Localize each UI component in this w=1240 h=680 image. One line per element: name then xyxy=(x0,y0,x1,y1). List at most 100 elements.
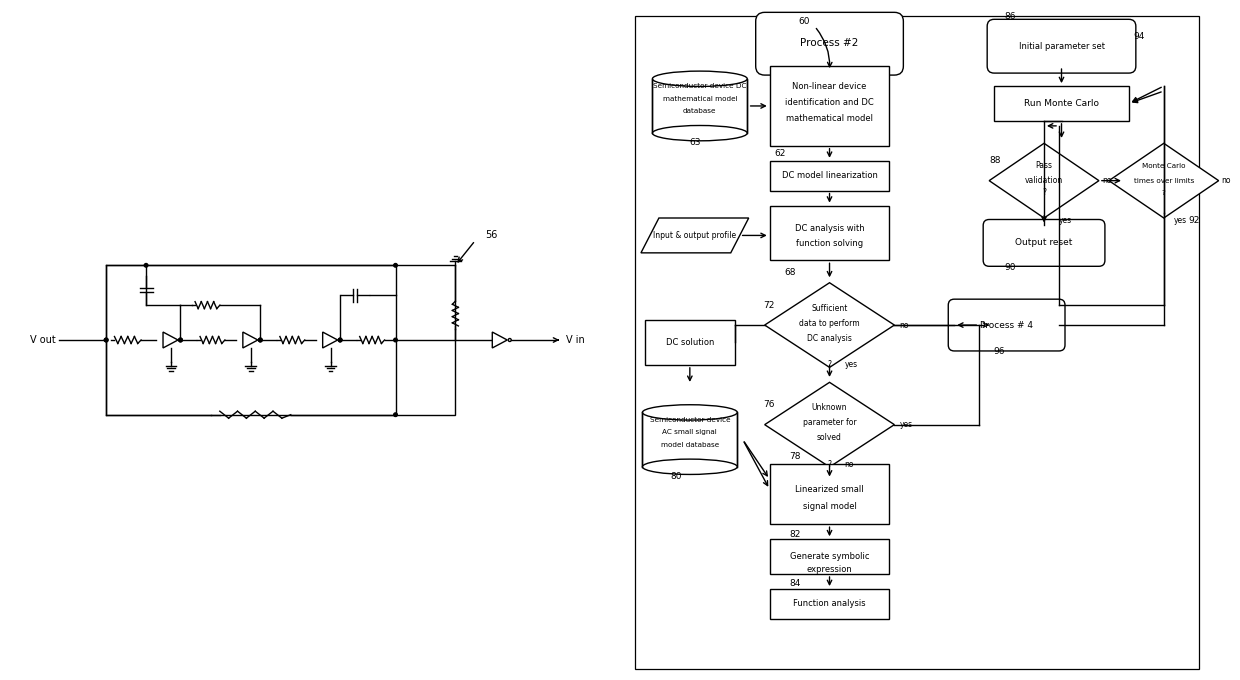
Text: Linearized small: Linearized small xyxy=(795,485,864,494)
Text: 60: 60 xyxy=(799,17,810,26)
Circle shape xyxy=(394,338,397,342)
Text: mathematical model: mathematical model xyxy=(786,114,873,123)
Circle shape xyxy=(179,339,182,341)
Text: signal model: signal model xyxy=(802,502,857,511)
Text: Non-linear device: Non-linear device xyxy=(792,82,867,90)
FancyBboxPatch shape xyxy=(107,265,455,415)
Text: 76: 76 xyxy=(763,401,775,409)
Text: Generate symbolic: Generate symbolic xyxy=(790,552,869,561)
Text: model database: model database xyxy=(661,441,719,447)
Text: 82: 82 xyxy=(790,530,801,539)
FancyBboxPatch shape xyxy=(983,220,1105,267)
Text: Pass: Pass xyxy=(1035,161,1053,170)
Text: 88: 88 xyxy=(990,156,1001,165)
Text: 56: 56 xyxy=(485,231,497,241)
Text: 68: 68 xyxy=(785,268,796,277)
Text: DC analysis with: DC analysis with xyxy=(795,224,864,233)
Polygon shape xyxy=(765,283,894,367)
Text: no: no xyxy=(1102,176,1111,185)
Text: Monte Carlo: Monte Carlo xyxy=(1142,163,1185,169)
Text: 72: 72 xyxy=(764,301,775,309)
Text: DC solution: DC solution xyxy=(666,338,714,347)
Text: data to perform: data to perform xyxy=(800,318,859,328)
Polygon shape xyxy=(322,332,337,348)
Text: 63: 63 xyxy=(689,138,702,148)
Circle shape xyxy=(258,338,262,342)
Text: Semiconductor device DC: Semiconductor device DC xyxy=(653,83,746,89)
Circle shape xyxy=(339,339,342,341)
Circle shape xyxy=(104,338,108,342)
Ellipse shape xyxy=(642,459,738,475)
FancyBboxPatch shape xyxy=(770,66,889,146)
FancyBboxPatch shape xyxy=(770,464,889,524)
FancyBboxPatch shape xyxy=(770,589,889,619)
Text: 62: 62 xyxy=(775,150,786,158)
Text: Function analysis: Function analysis xyxy=(794,599,866,609)
Ellipse shape xyxy=(652,126,748,141)
Text: solved: solved xyxy=(817,433,842,442)
Text: 86: 86 xyxy=(1004,12,1016,21)
FancyBboxPatch shape xyxy=(770,539,889,574)
Text: no: no xyxy=(844,460,854,469)
Ellipse shape xyxy=(652,71,748,86)
Circle shape xyxy=(144,264,148,267)
Ellipse shape xyxy=(642,405,738,420)
Circle shape xyxy=(179,338,182,342)
FancyBboxPatch shape xyxy=(770,205,889,260)
FancyBboxPatch shape xyxy=(770,160,889,190)
Text: Sufficient: Sufficient xyxy=(811,304,848,313)
FancyBboxPatch shape xyxy=(994,86,1128,121)
FancyBboxPatch shape xyxy=(755,12,904,75)
Text: expression: expression xyxy=(807,564,852,573)
FancyBboxPatch shape xyxy=(949,299,1065,351)
Text: parameter for: parameter for xyxy=(802,418,857,427)
Text: Run Monte Carlo: Run Monte Carlo xyxy=(1024,99,1099,108)
FancyBboxPatch shape xyxy=(635,16,1199,668)
Text: Unknown: Unknown xyxy=(812,403,847,412)
Text: function solving: function solving xyxy=(796,239,863,248)
Text: AC small signal: AC small signal xyxy=(662,428,717,435)
Circle shape xyxy=(508,339,511,341)
Bar xyxy=(652,79,748,133)
Text: 84: 84 xyxy=(790,579,801,588)
Text: 78: 78 xyxy=(790,452,801,461)
Circle shape xyxy=(339,338,342,342)
Polygon shape xyxy=(492,332,507,348)
Text: Input & output profile: Input & output profile xyxy=(653,231,737,240)
Text: DC analysis: DC analysis xyxy=(807,333,852,343)
Text: no: no xyxy=(1221,176,1231,185)
Circle shape xyxy=(259,339,262,341)
FancyBboxPatch shape xyxy=(987,19,1136,73)
Polygon shape xyxy=(162,332,179,348)
Circle shape xyxy=(258,338,262,342)
Text: 94: 94 xyxy=(1133,32,1146,41)
Text: yes: yes xyxy=(844,360,858,369)
Text: times over limits: times over limits xyxy=(1133,177,1194,184)
Text: 96: 96 xyxy=(993,347,1004,356)
Polygon shape xyxy=(641,218,749,253)
Text: V out: V out xyxy=(31,335,56,345)
Text: identification and DC: identification and DC xyxy=(785,99,874,107)
Circle shape xyxy=(394,264,397,267)
Text: no: no xyxy=(899,320,909,330)
Text: ?: ? xyxy=(1162,190,1166,196)
Text: database: database xyxy=(683,108,717,114)
Text: yes: yes xyxy=(1059,216,1073,225)
Polygon shape xyxy=(990,143,1099,218)
Text: ?: ? xyxy=(1042,188,1047,197)
Text: 80: 80 xyxy=(670,472,682,481)
Text: yes: yes xyxy=(1174,216,1187,225)
Text: ?: ? xyxy=(827,360,832,369)
Text: Semiconductor device: Semiconductor device xyxy=(650,417,730,423)
Text: Process #2: Process #2 xyxy=(800,38,859,48)
FancyBboxPatch shape xyxy=(645,320,735,365)
Text: DC model linearization: DC model linearization xyxy=(781,171,878,180)
Text: Initial parameter set: Initial parameter set xyxy=(1018,41,1105,51)
Text: Output reset: Output reset xyxy=(1016,239,1073,248)
Text: V in: V in xyxy=(565,335,584,345)
Text: mathematical model: mathematical model xyxy=(662,96,737,102)
Polygon shape xyxy=(1109,143,1219,218)
Text: ?: ? xyxy=(827,460,832,469)
Circle shape xyxy=(179,338,182,342)
Bar xyxy=(642,412,738,466)
